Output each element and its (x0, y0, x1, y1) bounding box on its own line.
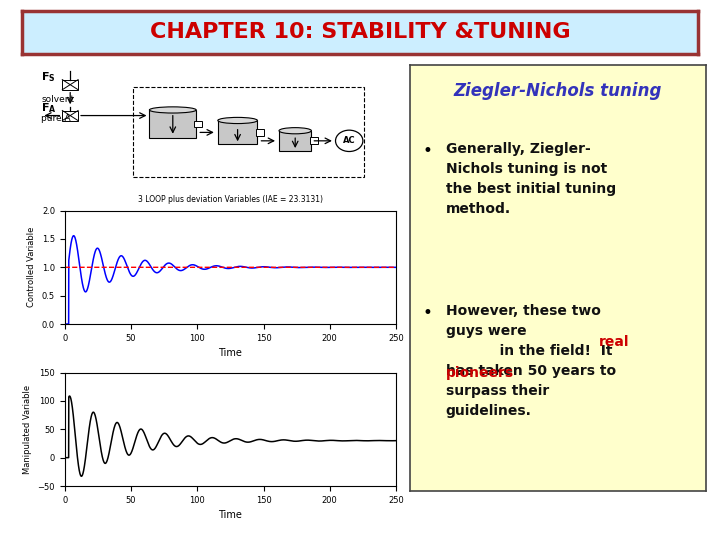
Text: CHAPTER 10: STABILITY &TUNING: CHAPTER 10: STABILITY &TUNING (150, 22, 570, 43)
Bar (133, 87, 364, 177)
Text: Ziegler-Nichols tuning: Ziegler-Nichols tuning (454, 82, 662, 100)
Text: real: real (599, 335, 630, 349)
Text: •: • (422, 303, 432, 322)
Text: $\mathbf{F_A}$: $\mathbf{F_A}$ (42, 102, 57, 115)
Bar (150, 110, 196, 138)
Text: Generally, Ziegler-
Nichols tuning is not
the best initial tuning
method.: Generally, Ziegler- Nichols tuning is no… (446, 141, 616, 216)
Ellipse shape (150, 107, 197, 113)
Bar (279, 131, 311, 151)
Bar (218, 120, 258, 144)
Text: However, these two
guys were              
           in the field!  It
has take: However, these two guys were in the fiel… (446, 303, 616, 418)
Y-axis label: Manipulated Variable: Manipulated Variable (23, 384, 32, 474)
Ellipse shape (217, 117, 258, 124)
Bar (63, 79, 78, 90)
Y-axis label: Controlled Variable: Controlled Variable (27, 227, 37, 307)
Bar (310, 138, 318, 144)
Text: •: • (422, 141, 432, 160)
X-axis label: Time: Time (218, 348, 243, 358)
Text: pioneers: pioneers (446, 366, 514, 380)
Ellipse shape (279, 127, 311, 134)
Bar (63, 111, 78, 120)
Text: solvent: solvent (42, 94, 75, 104)
Circle shape (336, 130, 363, 152)
Text: AC: AC (343, 136, 356, 145)
Bar (256, 129, 264, 136)
X-axis label: Time: Time (218, 510, 243, 520)
Bar (194, 120, 202, 127)
Title: 3 LOOP plus deviation Variables (IAE = 23.3131): 3 LOOP plus deviation Variables (IAE = 2… (138, 195, 323, 204)
Text: $\mathbf{F_S}$: $\mathbf{F_S}$ (42, 71, 56, 84)
Text: pure A: pure A (42, 113, 71, 123)
